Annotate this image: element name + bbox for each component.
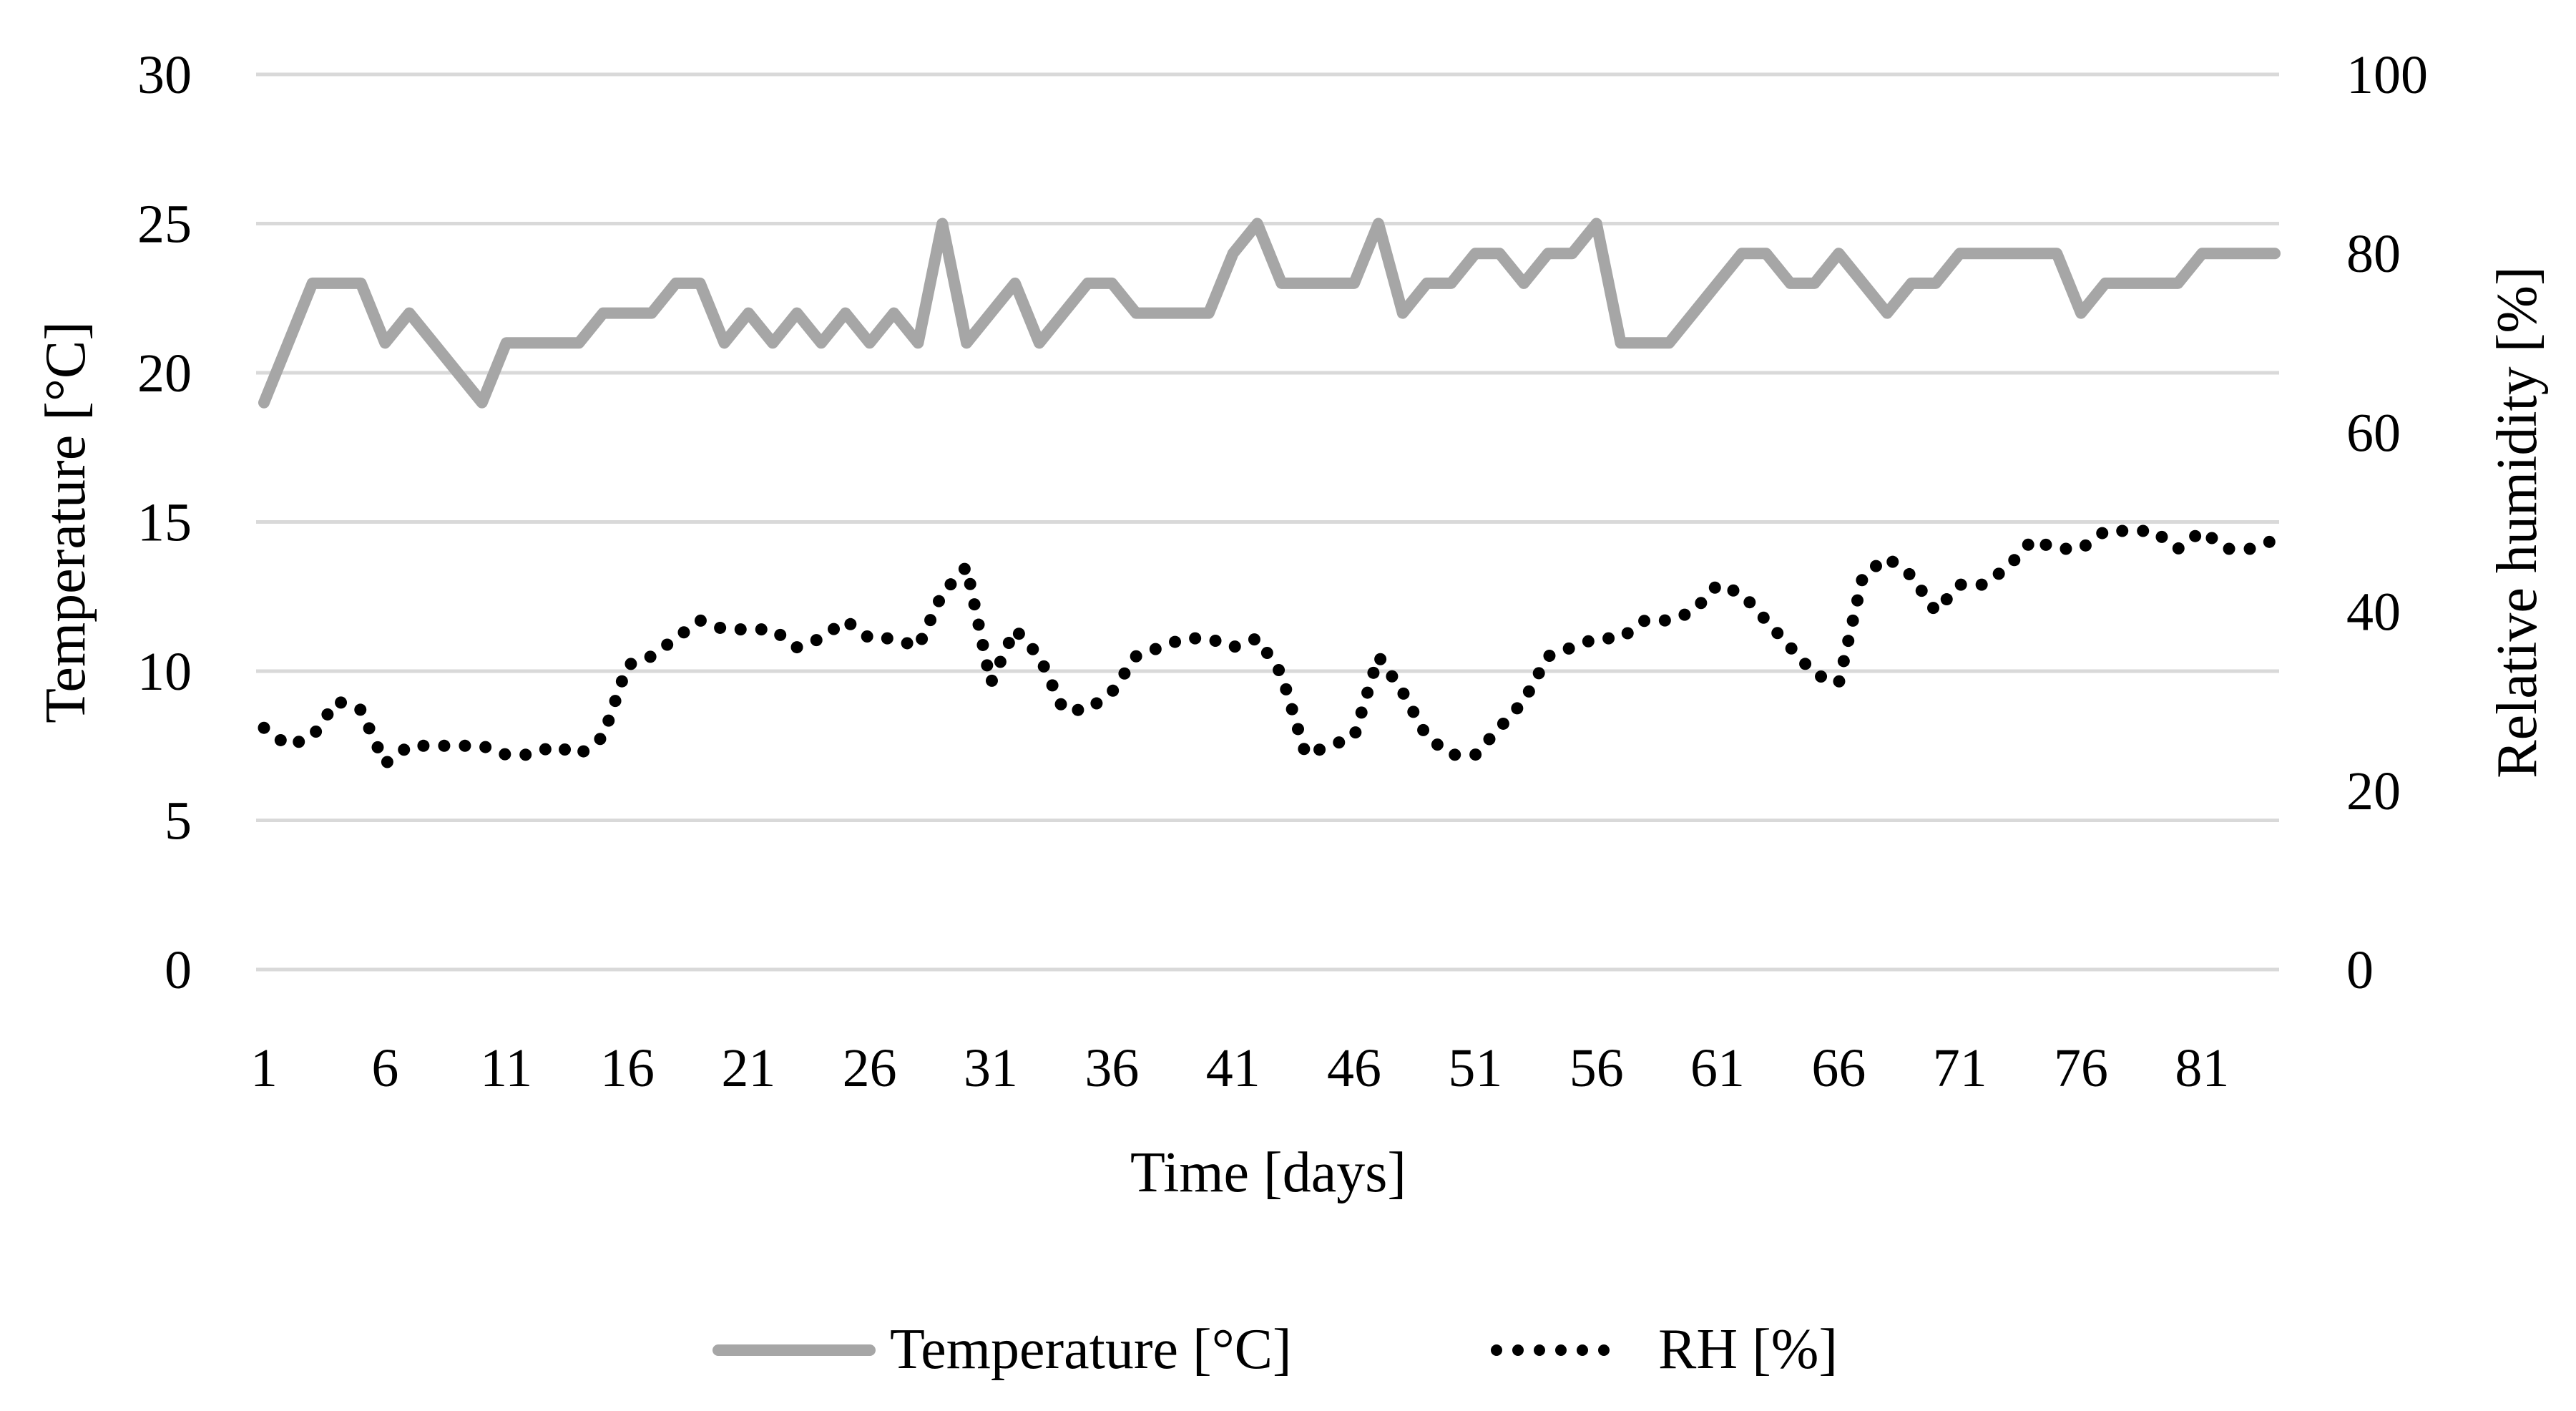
x-tick-label: 41: [1206, 1038, 1260, 1098]
y-axis-title-left: Temperature [°C]: [34, 321, 97, 723]
x-tick-label: 51: [1448, 1038, 1502, 1098]
x-tick-label: 56: [1569, 1038, 1624, 1098]
y-tick-label-left: 5: [165, 791, 192, 851]
x-tick-label: 61: [1690, 1038, 1745, 1098]
y-tick-label-left: 15: [137, 493, 192, 553]
y-tick-label-left: 20: [137, 343, 192, 404]
x-tick-label: 1: [250, 1038, 278, 1098]
x-tick-label: 71: [1933, 1038, 1987, 1098]
x-tick-label: 6: [371, 1038, 398, 1098]
right-y-axis-ticks: 0 20 40 60 80 100: [2346, 45, 2428, 1000]
series-line-temperature: [258, 218, 2281, 409]
y-tick-label-left: 30: [137, 45, 192, 105]
y-tick-label-right: 60: [2346, 403, 2401, 463]
y-axis-title-right: Relative humidity [%]: [2486, 266, 2549, 778]
y-tick-label-left: 10: [137, 642, 192, 702]
legend-label-rh: RH [%]: [1658, 1318, 1838, 1381]
x-tick-label: 66: [1811, 1038, 1866, 1098]
y-tick-label-right: 0: [2346, 940, 2374, 1000]
legend: Temperature [°C] RH [%]: [712, 1318, 1838, 1381]
x-tick-label: 26: [843, 1038, 897, 1098]
left-y-axis-ticks: 0 5 10 15 20 25 30: [137, 45, 192, 1000]
y-tick-label-right: 40: [2346, 582, 2401, 643]
x-tick-label: 16: [600, 1038, 655, 1098]
y-tick-label-right: 20: [2346, 761, 2401, 821]
x-axis-title: Time [days]: [1130, 1141, 1406, 1204]
legend-label-temperature: Temperature [°C]: [890, 1318, 1292, 1381]
series-group: [258, 218, 2281, 770]
x-tick-label: 21: [721, 1038, 775, 1098]
series-line-rh: [258, 524, 2281, 770]
x-tick-label: 31: [964, 1038, 1018, 1098]
y-tick-label-right: 100: [2346, 45, 2428, 105]
gridlines: [256, 72, 2279, 972]
x-tick-label: 76: [2054, 1038, 2108, 1098]
x-tick-label: 46: [1327, 1038, 1381, 1098]
y-tick-label-left: 0: [165, 940, 192, 1000]
x-tick-label: 11: [480, 1038, 532, 1098]
y-tick-label-left: 25: [137, 195, 192, 255]
x-tick-label: 36: [1084, 1038, 1139, 1098]
x-axis-ticks: 1 6 11 16 21 26 31 36 41 46 51 56 61 66 71 76 81: [250, 1038, 2229, 1098]
y-tick-label-right: 80: [2346, 224, 2401, 284]
x-tick-label: 81: [2175, 1038, 2229, 1098]
